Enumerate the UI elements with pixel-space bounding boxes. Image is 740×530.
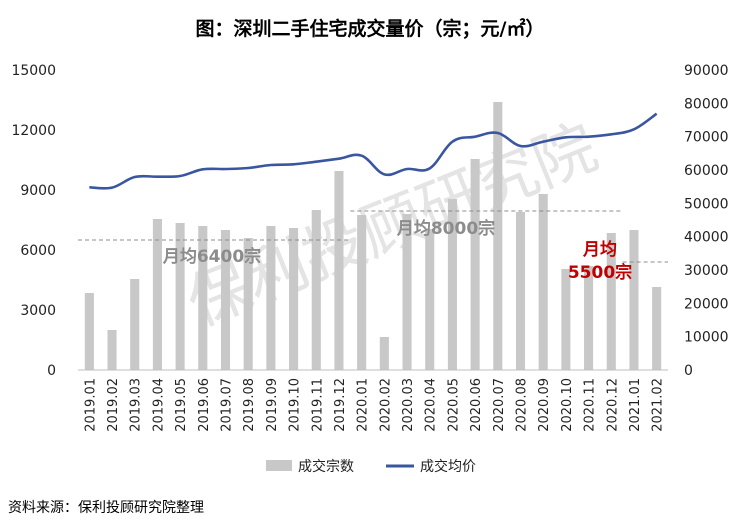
bar-2019.07 (220, 230, 231, 370)
x-tick-2019.01: 2019.01 (83, 378, 98, 432)
bar-2019.10 (289, 228, 299, 370)
x-tick-2019.03: 2019.03 (129, 378, 144, 432)
price-line (89, 112, 658, 190)
x-tick-2020.06: 2020.06 (469, 378, 484, 432)
x-tick-2020.07: 2020.07 (492, 378, 507, 432)
x-tick-2020.09: 2020.09 (537, 378, 552, 432)
legend-swatch-bar (266, 460, 292, 471)
bar-2020.08 (515, 212, 526, 370)
bar-2020.07 (493, 102, 503, 370)
bar-2020.12 (606, 233, 616, 370)
chart-title: 图：深圳二手住宅成交量价（宗；元/㎡） (195, 18, 545, 40)
x-tick-2019.10: 2019.10 (288, 378, 303, 432)
x-tick-2021.01: 2021.01 (628, 378, 643, 432)
bar-2020.09 (538, 194, 548, 370)
bar-2021.01 (629, 230, 639, 370)
bar-2019.12 (334, 171, 344, 370)
y-right-tick-60000: 60000 (684, 163, 729, 179)
x-tick-2020.01: 2020.01 (356, 378, 371, 432)
y-right-tick-20000: 20000 (684, 296, 729, 312)
x-tick-2020.05: 2020.05 (446, 378, 461, 432)
x-tick-2020.08: 2020.08 (515, 378, 530, 432)
bar-2020.01 (357, 215, 367, 370)
bar-2020.06 (470, 159, 480, 370)
legend-label-bar: 成交宗数 (298, 458, 354, 475)
bar-2020.05 (447, 199, 457, 370)
bar-2021.02 (652, 287, 662, 370)
source-note: 资料来源：保利投顾研究院整理 (8, 500, 204, 516)
bar-2020.11 (584, 266, 594, 370)
bar-2019.11 (311, 210, 321, 370)
x-tick-2019.12: 2019.12 (333, 378, 348, 432)
x-tick-2020.12: 2020.12 (605, 378, 620, 432)
x-tick-2019.07: 2019.07 (220, 378, 235, 432)
bar-2020.03 (402, 214, 412, 370)
x-tick-2019.05: 2019.05 (174, 378, 189, 432)
bar-2019.06 (198, 226, 208, 370)
bar-2019.02 (107, 330, 117, 370)
bar-2020.02 (379, 337, 389, 370)
x-tick-2020.10: 2020.10 (560, 378, 575, 432)
x-tick-2020.04: 2020.04 (424, 378, 439, 432)
x-tick-2020.03: 2020.03 (401, 378, 416, 432)
y-left-tick-12000: 12000 (11, 123, 56, 139)
y-right-tick-0: 0 (684, 363, 693, 379)
y-left-tick-3000: 3000 (20, 303, 56, 319)
bar-2019.04 (152, 219, 162, 370)
x-tick-2019.11: 2019.11 (310, 378, 325, 432)
y-right-tick-30000: 30000 (684, 263, 729, 279)
annotation-2021-avg-line1: 月均 (582, 239, 617, 260)
bar-2019.08 (243, 238, 253, 370)
legend-label-line: 成交均价 (420, 458, 476, 475)
y-right-tick-10000: 10000 (684, 330, 729, 346)
annotation-2019-avg: 月均6400宗 (162, 246, 261, 267)
y-right-tick-50000: 50000 (684, 196, 729, 212)
x-tick-2019.08: 2019.08 (242, 378, 257, 432)
x-tick-2019.02: 2019.02 (106, 378, 121, 432)
bar-2019.05 (175, 223, 185, 370)
bar-2019.09 (266, 226, 276, 370)
bar-2020.04 (425, 229, 435, 370)
x-tick-2020.02: 2020.02 (378, 378, 393, 432)
y-left-tick-0: 0 (47, 363, 56, 379)
bar-2019.01 (84, 293, 94, 370)
annotation-2021-avg-line2: 5500宗 (568, 262, 632, 283)
y-right-tick-80000: 80000 (684, 96, 729, 112)
x-tick-2021.02: 2021.02 (651, 378, 666, 432)
y-left-tick-9000: 9000 (20, 183, 56, 199)
y-left-tick-15000: 15000 (11, 63, 56, 79)
y-right-tick-90000: 90000 (684, 63, 729, 79)
x-tick-2019.04: 2019.04 (151, 378, 166, 432)
y-right-tick-70000: 70000 (684, 130, 729, 146)
y-left-tick-6000: 6000 (20, 243, 56, 259)
y-right-tick-40000: 40000 (684, 230, 729, 246)
bar-2020.10 (561, 269, 571, 370)
x-tick-2019.06: 2019.06 (197, 378, 212, 432)
bar-2019.03 (130, 279, 140, 370)
x-tick-2020.11: 2020.11 (583, 378, 598, 432)
x-tick-2019.09: 2019.09 (265, 378, 280, 432)
annotation-2020-avg: 月均8000宗 (396, 218, 495, 239)
